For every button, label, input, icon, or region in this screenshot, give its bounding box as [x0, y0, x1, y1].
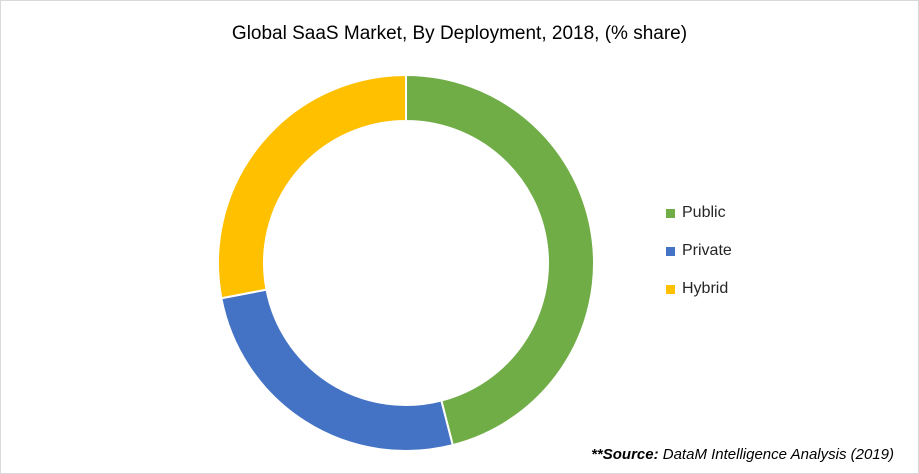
legend-item-private: Private: [666, 242, 732, 260]
legend-item-public: Public: [666, 204, 726, 222]
legend-swatch: [666, 208, 675, 218]
source-label: **Source:: [591, 446, 659, 463]
slice-hybrid: [217, 73, 407, 300]
legend-item-hybrid: Hybrid: [666, 280, 728, 298]
slice-private: [220, 288, 454, 452]
chart-title: Global SaaS Market, By Deployment, 2018,…: [231, 23, 688, 44]
legend-label: Public: [682, 204, 726, 221]
legend-label: Private: [682, 242, 732, 259]
source-text: DataM Intelligence Analysis (2019): [658, 446, 894, 463]
source-note: **Source: DataM Intelligence Analysis (2…: [591, 446, 894, 463]
legend-swatch: [666, 284, 675, 294]
legend-swatch: [666, 246, 675, 256]
slice-public: [405, 73, 595, 447]
legend-label: Hybrid: [682, 280, 729, 297]
